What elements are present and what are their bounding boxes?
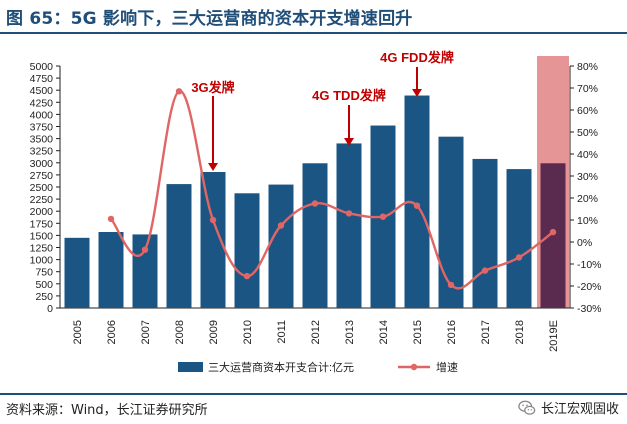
growth-point	[175, 88, 183, 95]
annotation-arrow-head	[412, 89, 422, 97]
y-right-tick-label: 0%	[577, 237, 592, 249]
growth-point	[209, 216, 217, 224]
y-right-tick-label: -20%	[577, 281, 602, 293]
x-tick-label: 2006	[106, 320, 118, 344]
legend-line-label: 增速	[436, 360, 458, 374]
x-tick-label: 2005	[72, 320, 84, 344]
watermark: 长江宏观固收	[518, 398, 619, 417]
bar	[438, 136, 464, 308]
x-tick-label: 2015	[412, 320, 424, 344]
y-left-tick-label: 2250	[30, 194, 54, 206]
x-tick-label: 2011	[276, 320, 288, 344]
y-left-tick-label: 1000	[30, 255, 54, 267]
y-right-tick-label: 40%	[577, 149, 598, 161]
y-right-tick-label: -30%	[577, 303, 602, 315]
y-right-tick-label: 50%	[577, 127, 598, 139]
growth-point	[481, 267, 489, 274]
wechat-icon	[518, 400, 536, 415]
annotation-label: 4G FDD发牌	[380, 50, 454, 65]
y-left-tick-label: 0	[47, 303, 53, 315]
x-tick-label: 2016	[446, 320, 458, 344]
growth-point	[413, 202, 421, 209]
growth-point	[243, 272, 251, 280]
combo-chart: 0250500750100012501500175020002250250027…	[30, 50, 602, 374]
growth-point	[515, 254, 523, 261]
y-right-tick-label: 60%	[577, 105, 598, 117]
footer-rule	[0, 393, 627, 395]
y-left-tick-label: 2750	[30, 170, 54, 182]
y-left-tick-label: 4750	[30, 73, 54, 85]
bar	[506, 169, 532, 308]
y-right-tick-label: 80%	[577, 61, 598, 73]
growth-point	[277, 222, 285, 229]
watermark-text: 长江宏观固收	[540, 402, 619, 417]
y-left-tick-label: 3000	[30, 158, 54, 170]
bar	[336, 143, 362, 308]
annotation-arrow-head	[208, 163, 218, 171]
y-right-tick-label: 20%	[577, 193, 598, 205]
growth-point	[345, 210, 353, 217]
y-left-tick-label: 1250	[30, 243, 54, 255]
x-tick-label: 2007	[140, 320, 152, 344]
x-tick-label: 2010	[242, 320, 254, 344]
bar	[302, 163, 328, 308]
y-left-tick-label: 3250	[30, 146, 54, 158]
legend-bar-swatch	[178, 362, 203, 372]
chart-title: 图 65：5G 影响下，三大运营商的资本开支增速回升	[6, 9, 413, 29]
y-left-tick-label: 4000	[30, 109, 54, 121]
growth-point	[311, 200, 319, 207]
y-left-tick-label: 250	[35, 291, 53, 303]
y-right-tick-label: 30%	[577, 171, 598, 183]
annotation-label: 4G TDD发牌	[312, 88, 386, 103]
x-tick-label: 2017	[480, 320, 492, 344]
y-left-tick-label: 1750	[30, 218, 54, 230]
y-left-tick-label: 3500	[30, 134, 54, 146]
bar	[132, 234, 158, 308]
x-tick-label: 2013	[344, 320, 356, 344]
y-left-tick-label: 1500	[30, 230, 54, 242]
source-note: 资料来源：Wind，长江证券研究所	[6, 403, 208, 418]
y-left-tick-label: 750	[35, 267, 53, 279]
x-tick-label: 2008	[174, 320, 186, 344]
x-tick-label: 2014	[378, 320, 390, 344]
bar	[472, 158, 498, 308]
bar	[268, 184, 294, 308]
x-tick-label: 2018	[514, 320, 526, 344]
bar	[540, 163, 566, 308]
x-tick-label: 2019E	[548, 320, 560, 352]
y-left-tick-label: 2500	[30, 182, 54, 194]
y-left-tick-label: 2000	[30, 206, 54, 218]
y-left-tick-label: 500	[35, 279, 53, 291]
y-left-tick-label: 4500	[30, 85, 54, 97]
legend-line-marker	[410, 363, 418, 371]
bar	[98, 232, 124, 308]
y-left-tick-label: 3750	[30, 122, 54, 134]
growth-point	[447, 281, 455, 289]
y-right-tick-label: -10%	[577, 259, 602, 271]
y-right-tick-label: 10%	[577, 215, 598, 227]
growth-point	[141, 246, 149, 253]
legend-bar-label: 三大运营商资本开支合计:亿元	[208, 360, 354, 374]
growth-point	[549, 228, 557, 236]
bar	[166, 184, 192, 308]
x-tick-label: 2009	[208, 320, 220, 344]
bar	[234, 193, 260, 308]
y-left-tick-label: 4250	[30, 97, 54, 109]
annotation-arrow-head	[344, 138, 354, 146]
bar	[64, 237, 90, 308]
growth-point	[379, 213, 387, 220]
title-rule	[0, 32, 627, 34]
growth-point	[107, 215, 115, 223]
annotation-label: 3G发牌	[191, 80, 234, 95]
y-left-tick-label: 5000	[30, 61, 54, 73]
x-tick-label: 2012	[310, 320, 322, 344]
y-right-tick-label: 70%	[577, 83, 598, 95]
